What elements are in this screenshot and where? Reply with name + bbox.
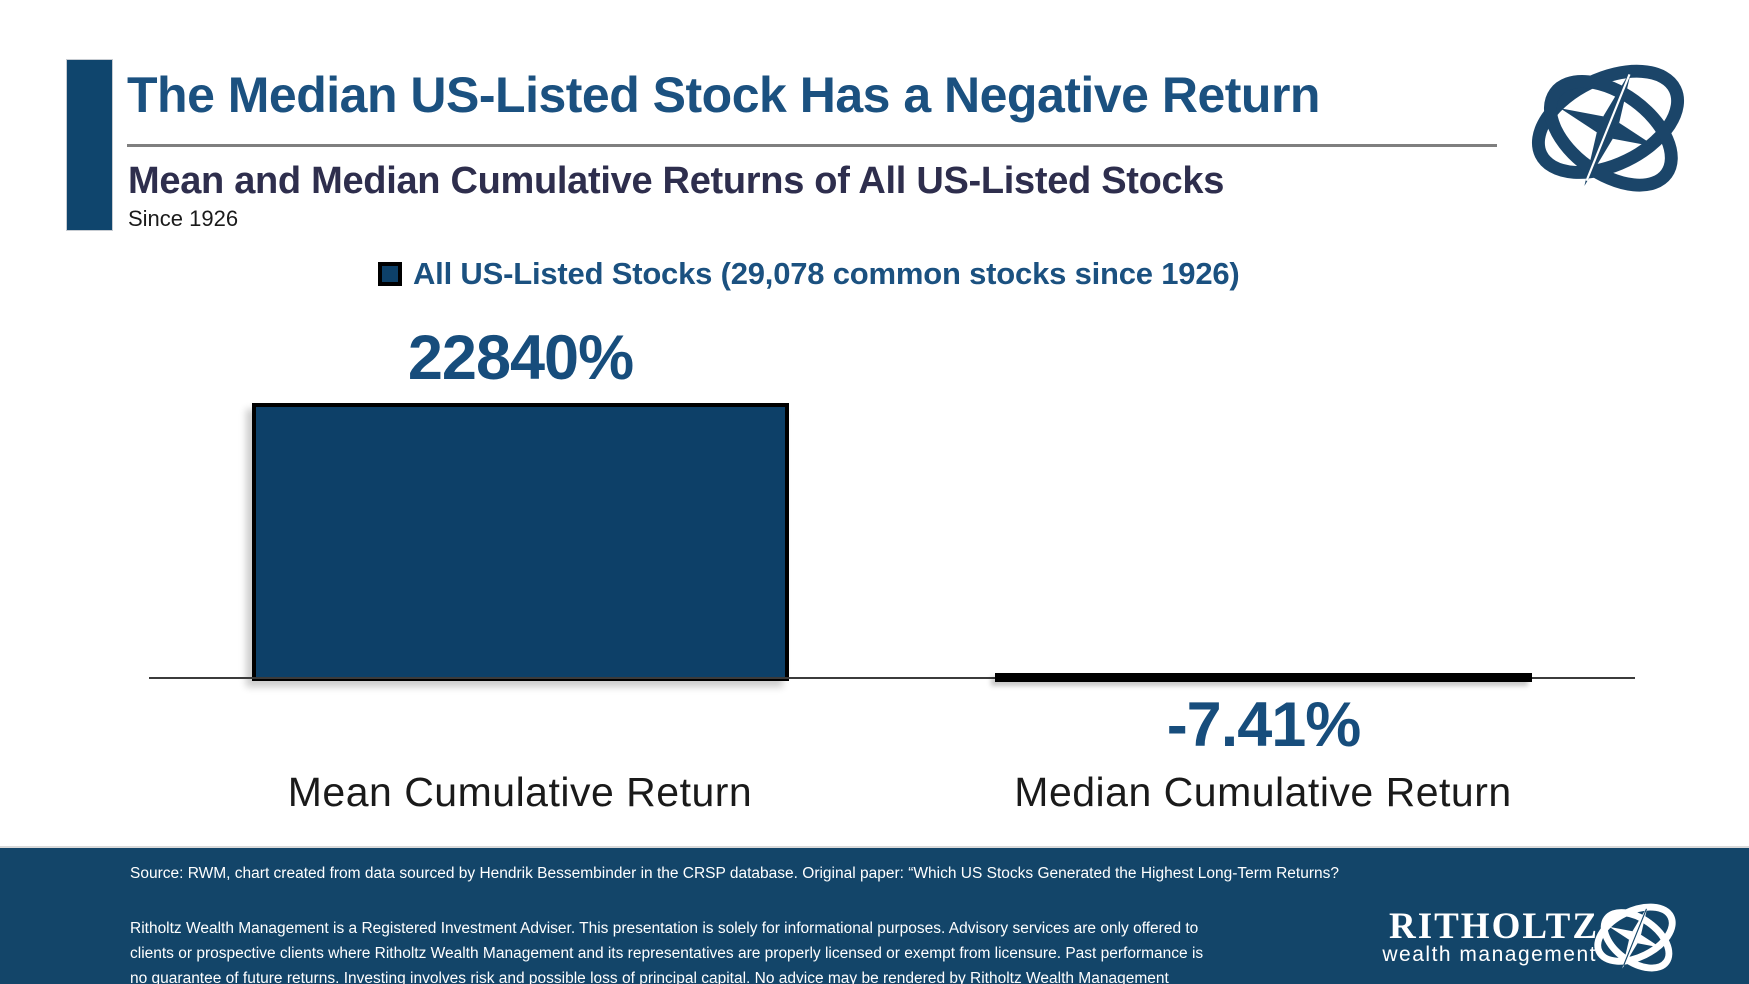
category-label-median: Median Cumulative Return	[1014, 769, 1512, 815]
accent-bar	[66, 59, 113, 231]
bar-value-label-median: -7.41%	[1166, 690, 1362, 760]
bar-median	[995, 673, 1532, 682]
footer-orbit-logo-icon	[1594, 903, 1676, 972]
bar-mean	[252, 403, 789, 681]
legend: All US-Listed Stocks (29,078 common stoc…	[378, 256, 1240, 292]
slide-title: The Median US-Listed Stock Has a Negativ…	[127, 67, 1320, 123]
slide-subtitle: Mean and Median Cumulative Returns of Al…	[128, 160, 1225, 202]
footer-disclaimer-text: Ritholtz Wealth Management is a Register…	[130, 920, 1204, 984]
title-divider	[127, 144, 1497, 147]
footer-logo-wordmark: RITHOLTZ	[1389, 906, 1599, 947]
rwm-orbit-logo-icon	[1531, 64, 1685, 192]
bar-value-label-mean: 22840%	[407, 323, 634, 393]
footer-logo: RITHOLTZ wealth management	[1382, 900, 1677, 980]
subtitle-note: Since 1926	[128, 206, 239, 231]
legend-marker-icon	[378, 262, 402, 286]
footer-logo-subtext: wealth management	[1382, 943, 1597, 966]
legend-label: All US-Listed Stocks (29,078 common stoc…	[413, 256, 1240, 291]
axis-line	[149, 677, 1635, 679]
category-label-mean: Mean Cumulative Return	[287, 769, 753, 815]
footer: Source: RWM, chart created from data sou…	[0, 846, 1749, 984]
footer-source-text: Source: RWM, chart created from data sou…	[130, 865, 1339, 882]
